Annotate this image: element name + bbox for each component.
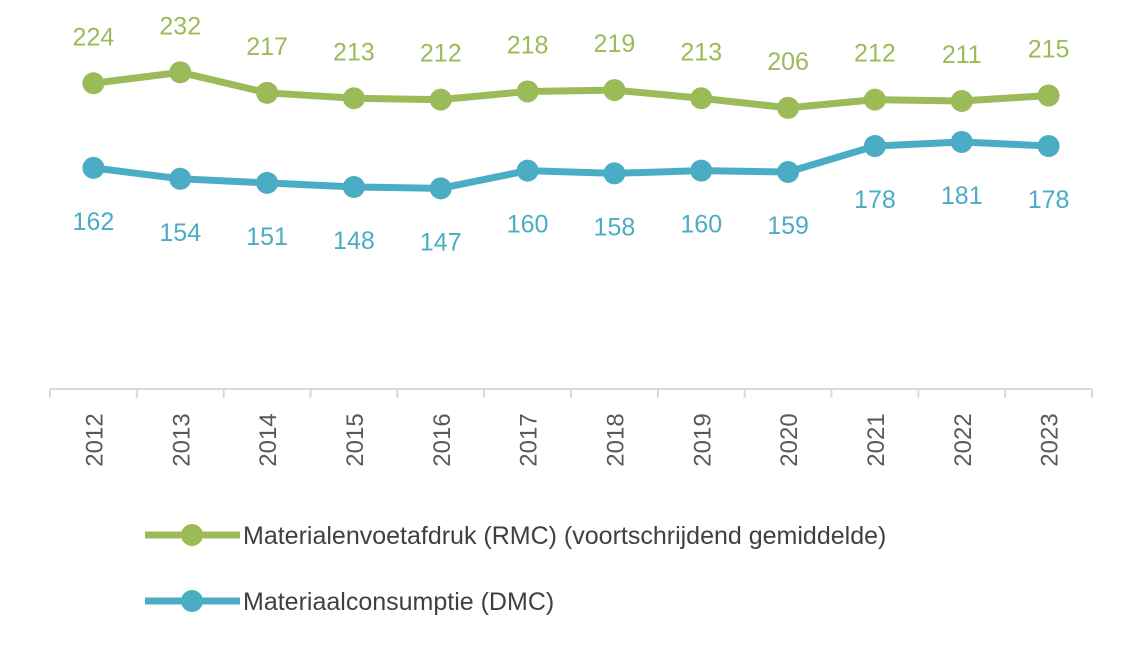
x-tick-label: 2019 [689, 413, 716, 466]
data-point [1037, 135, 1060, 158]
data-label: 181 [941, 182, 983, 210]
data-label: 154 [159, 219, 201, 247]
data-label: 212 [420, 40, 462, 68]
data-point [342, 87, 365, 110]
x-tick-label: 2014 [255, 413, 282, 466]
x-tick-label: 2012 [81, 413, 108, 466]
legend-marker [181, 524, 203, 546]
data-point [82, 72, 105, 95]
data-point [950, 130, 973, 153]
data-label: 217 [246, 33, 288, 61]
data-label: 178 [854, 186, 896, 214]
data-point [863, 88, 886, 111]
data-point [256, 171, 279, 194]
series-rmc: 224 232 217 213 212 218 219 213 206 212 211 215 [73, 12, 1070, 119]
data-label: 224 [73, 23, 115, 51]
legend-marker [181, 590, 203, 612]
data-point [256, 81, 279, 104]
data-point [516, 80, 539, 103]
data-label: 151 [246, 223, 288, 251]
data-label: 147 [420, 228, 462, 256]
data-label: 213 [680, 38, 722, 66]
x-tick-label: 2013 [168, 413, 195, 466]
data-label: 212 [854, 40, 896, 68]
data-point [603, 79, 626, 102]
data-label: 215 [1028, 36, 1070, 64]
data-point [863, 135, 886, 158]
data-label: 162 [73, 208, 115, 236]
data-point [169, 167, 192, 190]
data-label: 232 [159, 12, 201, 40]
data-label: 158 [594, 213, 636, 241]
data-point [342, 175, 365, 198]
x-tick-label: 2018 [602, 413, 629, 466]
data-label: 159 [767, 212, 809, 240]
series-line [92, 138, 1049, 192]
legend-item: Materiaalconsumptie (DMC) [145, 588, 554, 616]
legend-item: Materialenvoetafdruk (RMC) (voortschrijd… [145, 522, 886, 550]
x-tick-label: 2016 [429, 413, 456, 466]
x-tick-label: 2017 [516, 413, 543, 466]
data-label: 160 [680, 211, 722, 239]
x-tick-label: 2023 [1037, 413, 1064, 466]
data-point [82, 156, 105, 179]
x-tick-label: 2022 [950, 413, 977, 466]
data-point [777, 96, 800, 119]
legend-label: Materialenvoetafdruk (RMC) (voortschrijd… [243, 522, 886, 550]
data-label: 218 [507, 31, 549, 59]
data-point [169, 61, 192, 84]
x-tick-label: 2020 [776, 413, 803, 466]
data-point [516, 159, 539, 182]
data-label: 213 [333, 38, 375, 66]
data-label: 178 [1028, 186, 1070, 214]
data-point [777, 160, 800, 183]
data-label: 148 [333, 227, 375, 255]
x-tick-label: 2015 [342, 413, 369, 466]
data-point [950, 90, 973, 113]
data-point [429, 177, 452, 200]
data-point [690, 87, 713, 110]
series-dmc: 162 154 151 148 147 160 158 160 159 178 181 178 [73, 130, 1070, 256]
data-label: 211 [942, 41, 982, 69]
legend-label: Materiaalconsumptie (DMC) [243, 588, 554, 616]
x-tick-label: 2021 [863, 413, 890, 466]
data-point [1037, 84, 1060, 107]
data-label: 160 [507, 211, 549, 239]
data-point [690, 159, 713, 182]
data-point [429, 88, 452, 111]
data-point [603, 162, 626, 185]
series-line [92, 68, 1049, 112]
data-label: 206 [767, 48, 809, 76]
data-label: 219 [594, 30, 636, 58]
